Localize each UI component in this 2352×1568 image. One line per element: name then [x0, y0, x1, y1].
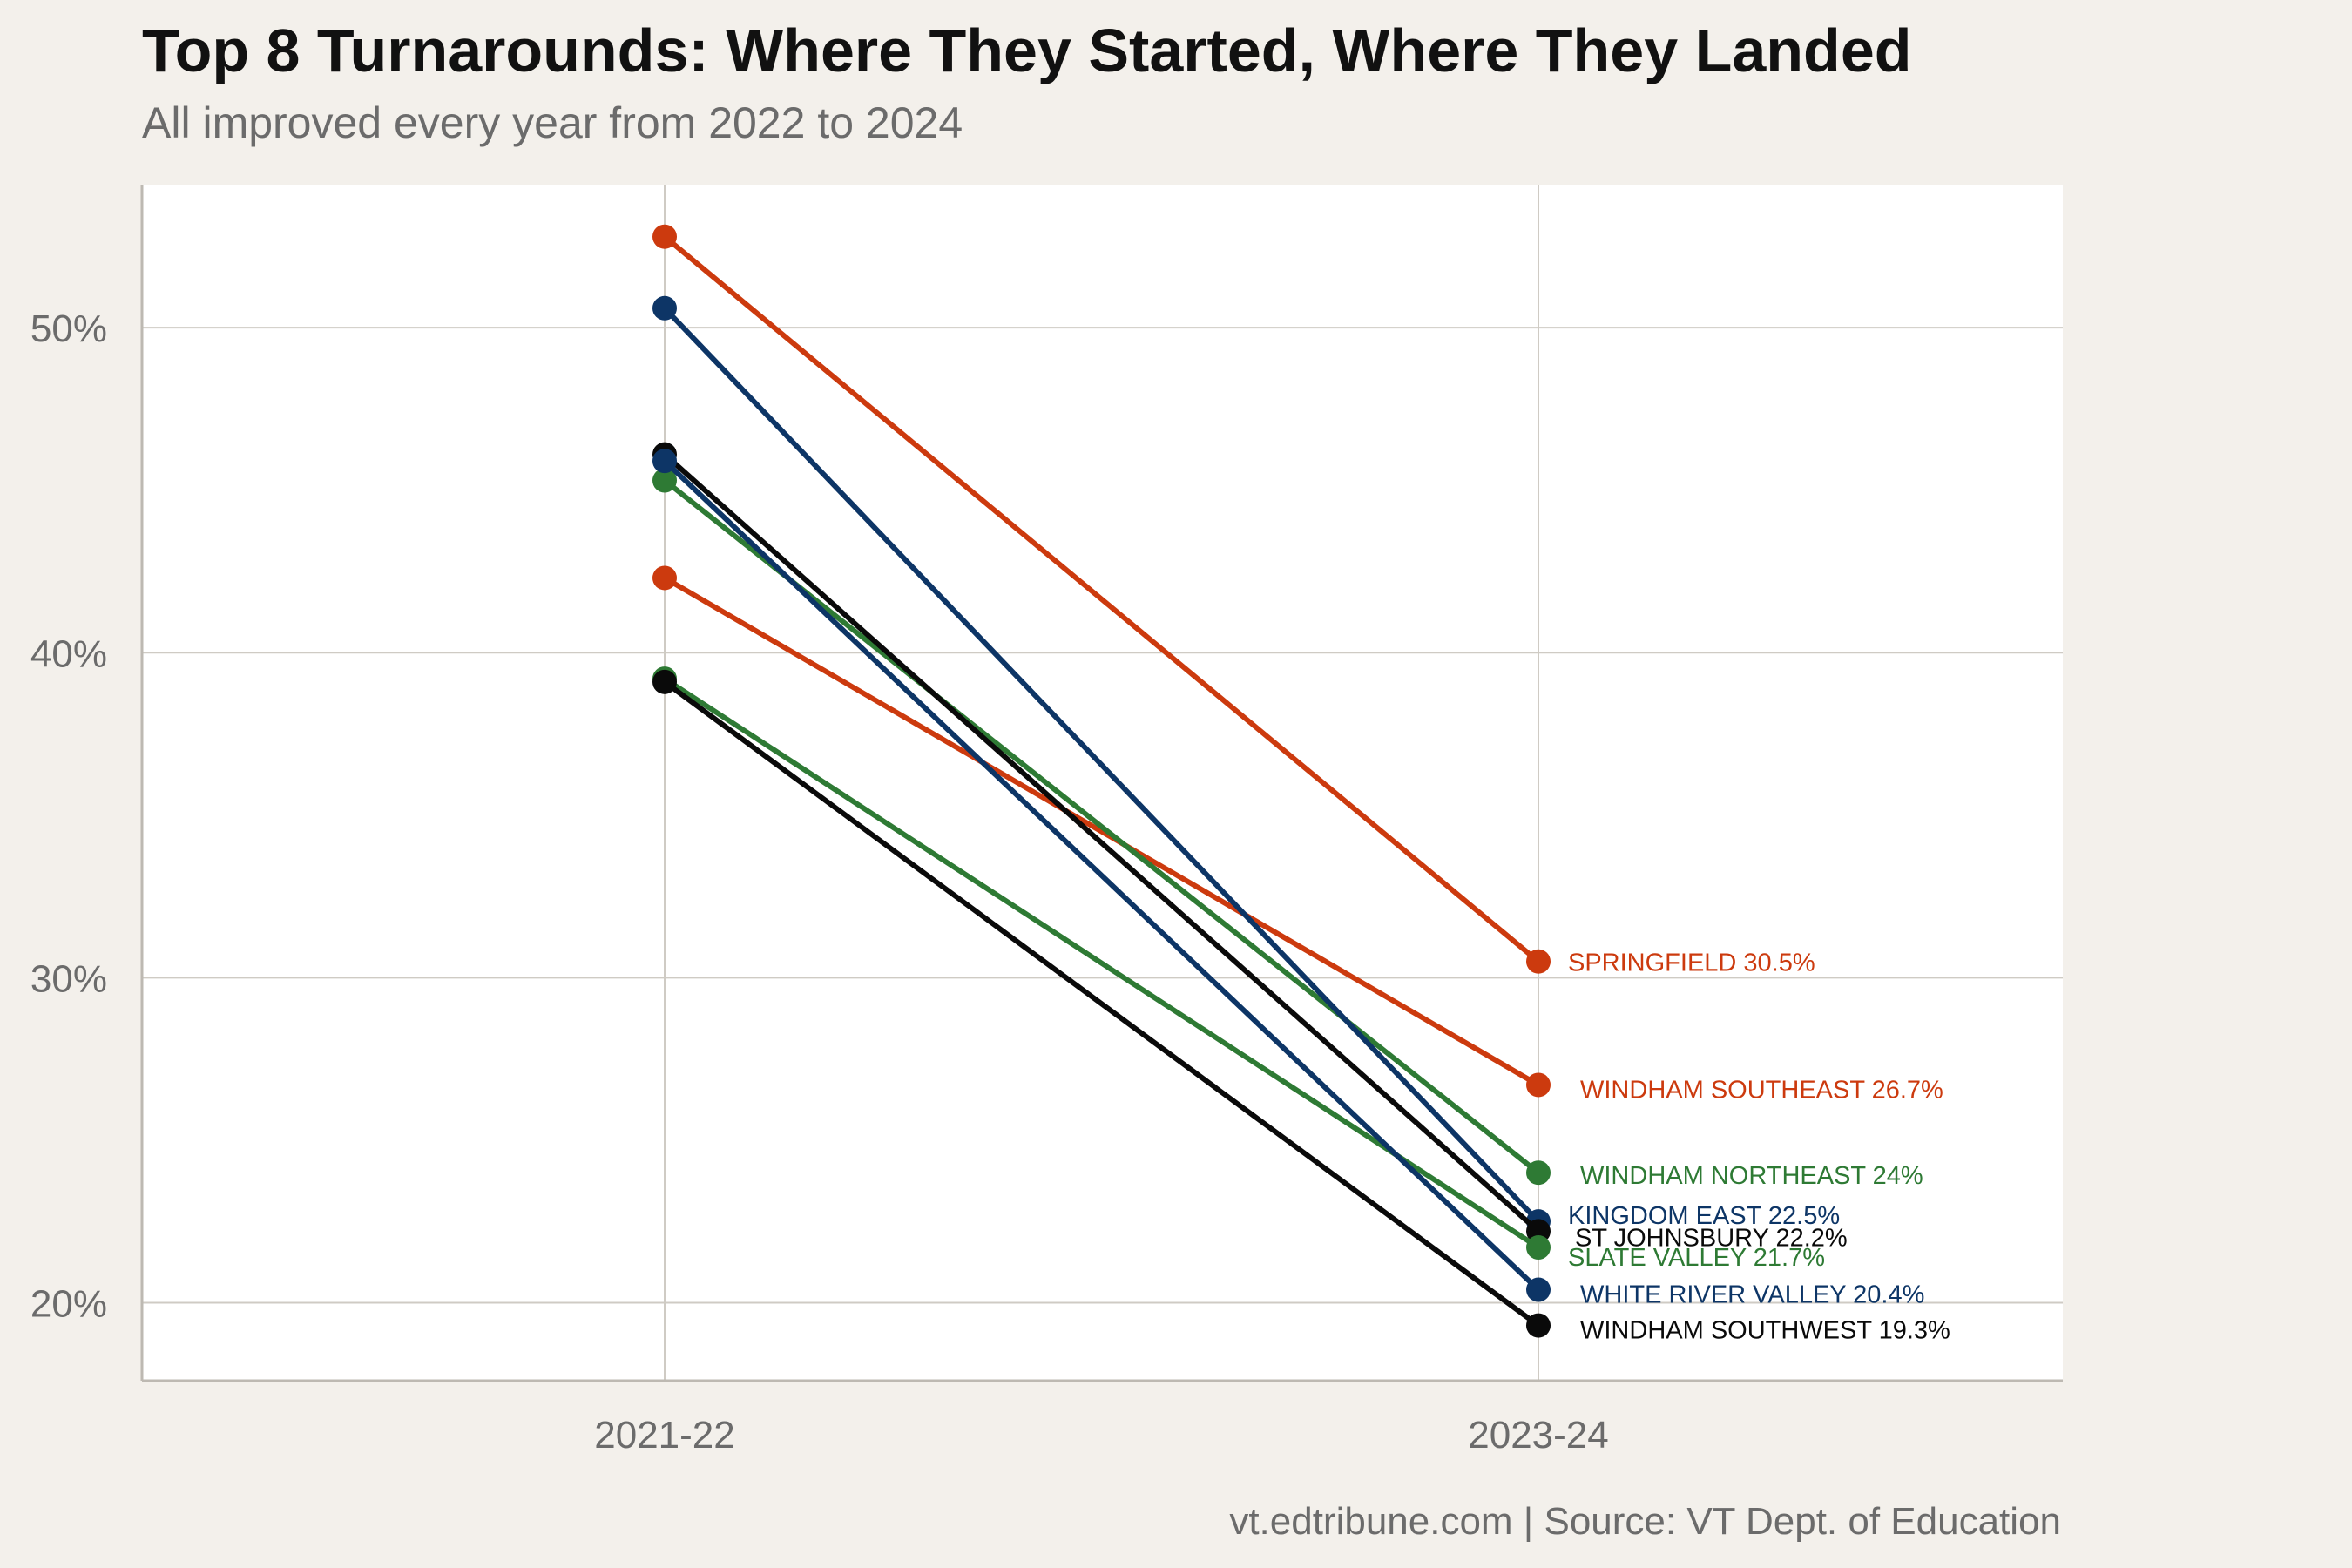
series-end-label: SPRINGFIELD 30.5%: [1568, 950, 1815, 977]
series-line: [663, 452, 1540, 1233]
series-line: [662, 306, 1541, 1224]
y-tick-label: 40%: [30, 632, 107, 675]
chart-subtitle: All improved every year from 2022 to 202…: [142, 98, 963, 147]
chart-title: Top 8 Turnarounds: Where They Started, W…: [142, 17, 1912, 84]
data-point: [652, 669, 677, 694]
plot-panel: [142, 185, 2063, 1381]
end-labels: SPRINGFIELD 30.5% WINDHAM SOUTHEAST 26.7%…: [1568, 950, 1950, 1345]
axes: 20% 30% 40% 50% 2021-22 2023-24: [30, 185, 2063, 1456]
x-tick-label: 2023-24: [1468, 1414, 1608, 1456]
source-caption: vt.edtribune.com | Source: VT Dept. of E…: [1229, 1500, 2061, 1543]
data-point: [652, 449, 677, 474]
series-line: [662, 458, 1541, 1292]
series-end-label: WHITE RIVER VALLEY 20.4%: [1580, 1281, 1924, 1309]
y-tick-label: 30%: [30, 957, 107, 1000]
data-point: [1526, 1072, 1551, 1098]
data-point: [652, 468, 677, 493]
x-tick-label: 2021-22: [594, 1414, 734, 1456]
y-tick-label: 50%: [30, 308, 107, 350]
series-line: [663, 679, 1540, 1328]
data-point: [652, 224, 677, 249]
y-tick-label: 20%: [30, 1282, 107, 1325]
series-end-label: ST JOHNSBURY 22.2%: [1575, 1224, 1848, 1252]
series-end-label: WINDHAM SOUTHWEST 19.3%: [1580, 1317, 1950, 1345]
data-point: [1526, 1160, 1551, 1186]
series-end-label: SLATE VALLEY 21.7%: [1568, 1244, 1825, 1272]
series-line: [663, 234, 1540, 964]
series-lines: [652, 224, 1551, 1338]
series-end-label: KINGDOM EAST 22.5%: [1568, 1202, 1840, 1230]
data-point: [1526, 1277, 1551, 1302]
series-line: [663, 575, 1540, 1088]
data-point: [652, 565, 677, 591]
data-point: [1526, 949, 1551, 974]
series-end-label: WINDHAM NORTHEAST 24%: [1580, 1162, 1923, 1190]
data-point: [1526, 1235, 1551, 1260]
data-point: [1526, 1313, 1551, 1338]
data-point: [652, 295, 677, 321]
series-end-label: WINDHAM SOUTHEAST 26.7%: [1580, 1076, 1943, 1104]
